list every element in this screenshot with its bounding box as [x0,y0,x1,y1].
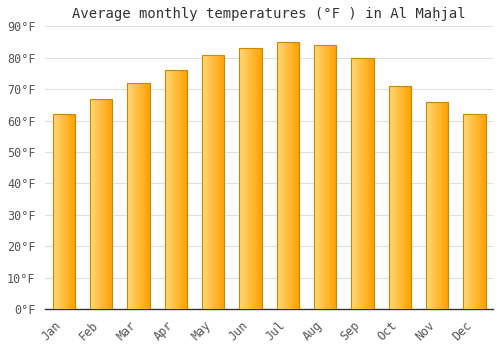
Bar [276,42,299,309]
Bar [314,45,336,309]
Bar [128,83,150,309]
Bar [388,86,411,309]
Bar [90,99,112,309]
Bar [463,114,485,309]
Title: Average monthly temperatures (°F ) in Al Maḥjal: Average monthly temperatures (°F ) in Al… [72,7,466,21]
Bar [351,58,374,309]
Bar [202,55,224,309]
Bar [164,70,187,309]
Bar [240,48,262,309]
Bar [426,102,448,309]
Bar [52,114,75,309]
